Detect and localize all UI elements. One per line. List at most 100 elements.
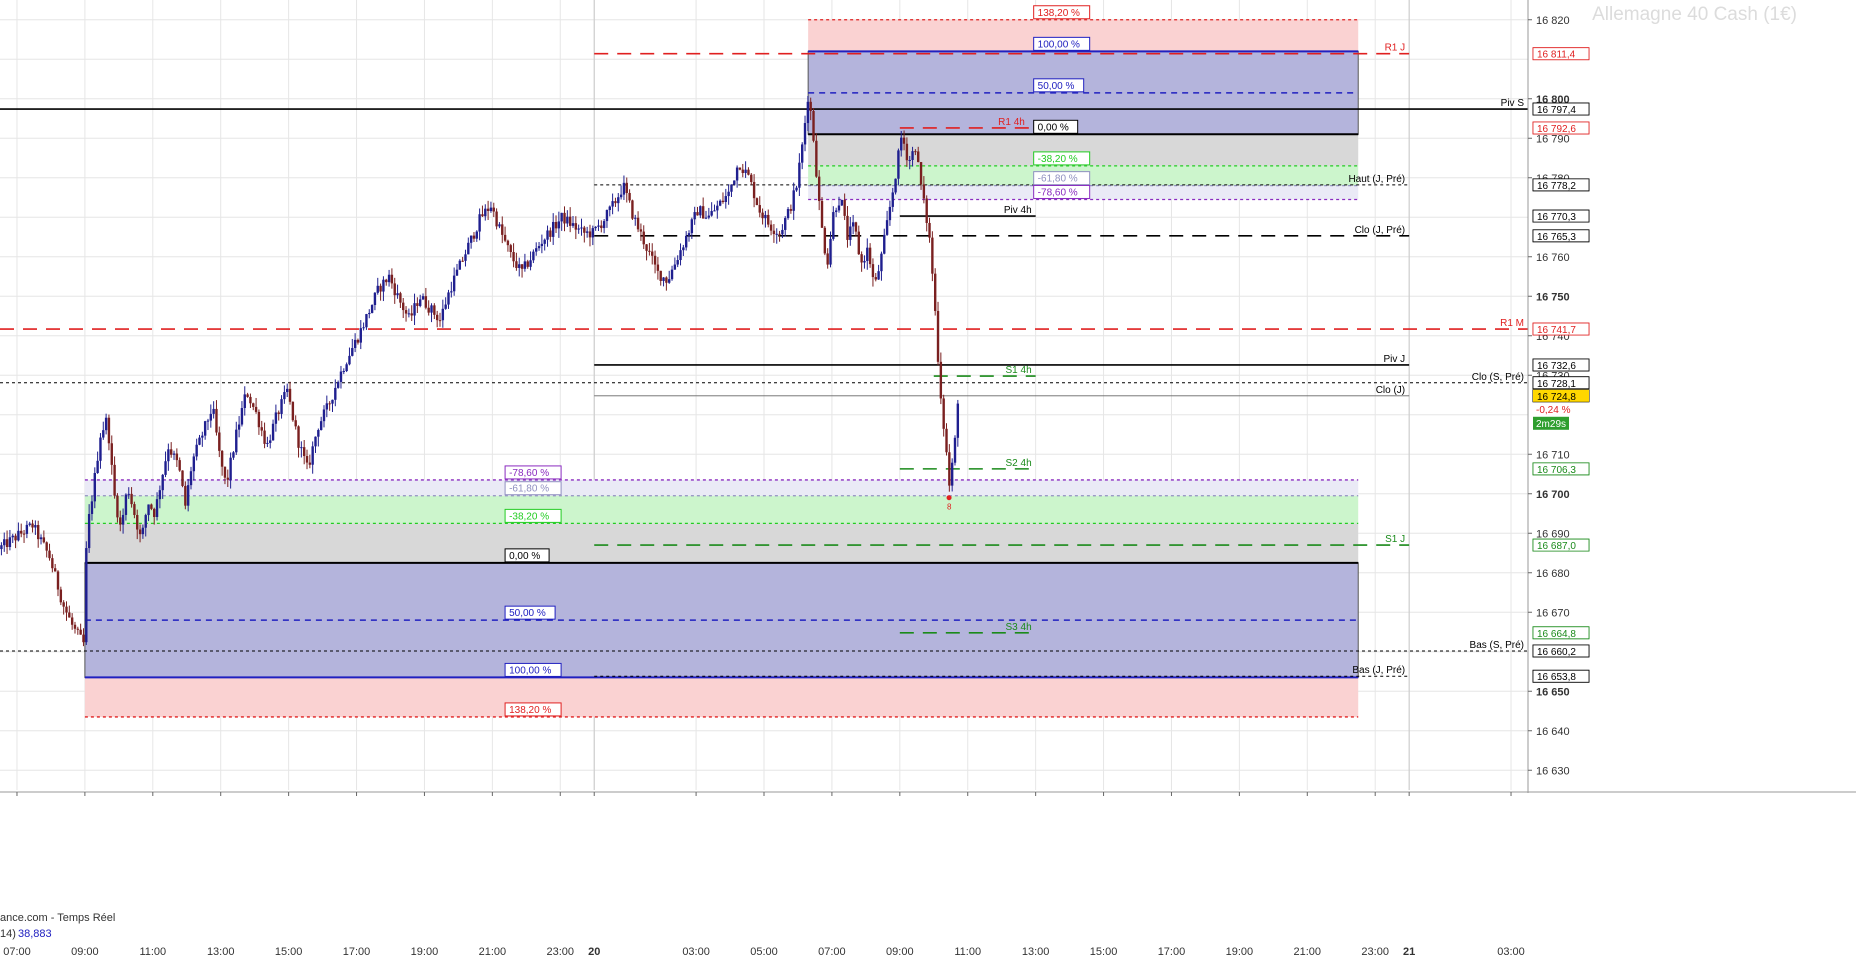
candle-body xyxy=(223,466,227,478)
candle-body xyxy=(877,271,880,280)
candle-body xyxy=(713,210,716,212)
x-tick-label: 21 xyxy=(1403,946,1415,958)
candle-body xyxy=(724,196,727,202)
candle-body xyxy=(696,212,699,216)
fib-lower-zone-618 xyxy=(84,495,1359,524)
price-change-label: -0,24 % xyxy=(1536,405,1571,416)
candle-body xyxy=(25,524,29,534)
axis-price-tag-box xyxy=(1532,209,1590,223)
candle-body xyxy=(687,233,691,236)
candle-body xyxy=(133,504,136,515)
candle-body xyxy=(65,606,68,613)
candle-body xyxy=(665,277,668,283)
candle-body xyxy=(772,230,776,235)
x-tick-label: 09:00 xyxy=(71,946,99,958)
candle-body xyxy=(597,225,600,227)
candle-body xyxy=(141,527,145,535)
candle-body xyxy=(99,437,102,461)
y-tick-label: 16 710 xyxy=(1536,449,1570,461)
candle-body xyxy=(368,312,371,315)
candle-body xyxy=(42,537,46,543)
candle-body xyxy=(302,447,306,457)
fib-lower-label-box xyxy=(504,465,562,480)
candle-body xyxy=(710,211,713,216)
candle-body xyxy=(945,428,948,453)
candle-body xyxy=(518,264,521,268)
candle-body xyxy=(56,571,60,590)
y-tick-label: 16 690 xyxy=(1536,528,1570,540)
candle-body xyxy=(628,192,631,201)
candle-body xyxy=(744,169,747,174)
axis-price-tag: 16 664,8 xyxy=(1537,629,1576,640)
candle-body xyxy=(619,194,623,198)
candle-body xyxy=(90,501,94,514)
candle-body xyxy=(840,199,844,206)
x-tick-label: 03:00 xyxy=(1497,946,1525,958)
fib-lower-label-box xyxy=(504,548,550,563)
candle-body xyxy=(8,537,12,548)
candles xyxy=(0,95,960,647)
candle-body xyxy=(815,140,818,177)
candle-body xyxy=(577,228,580,230)
candle-body xyxy=(611,201,614,207)
candle-body xyxy=(478,214,481,232)
candle-body xyxy=(857,231,860,255)
x-tick-label: 23:00 xyxy=(547,946,575,958)
x-tick-label: 13:00 xyxy=(207,946,235,958)
fib-lower-label: 50,00 % xyxy=(509,608,546,619)
candle-body xyxy=(919,162,923,185)
y-tick-label: 16 760 xyxy=(1536,252,1570,264)
candle-body xyxy=(328,403,331,405)
y-tick-label: 16 650 xyxy=(1536,686,1570,698)
candle-body xyxy=(359,328,362,343)
x-tick-label: 17:00 xyxy=(343,946,371,958)
candle-body xyxy=(829,238,832,265)
indicator-value: 38,883 xyxy=(18,928,52,940)
candle-body xyxy=(503,234,507,241)
x-tick-label: 21:00 xyxy=(479,946,507,958)
candle-body xyxy=(535,248,538,252)
candle-body xyxy=(908,159,911,161)
price-change-box xyxy=(1533,402,1577,415)
candle-body xyxy=(430,305,433,313)
candle-body xyxy=(704,217,708,219)
candle-body xyxy=(834,210,838,213)
candle-body xyxy=(837,205,841,211)
candle-body xyxy=(467,242,470,255)
candle-body xyxy=(854,222,858,232)
x-tick-label: 19:00 xyxy=(1226,946,1254,958)
fib-upper-label-box xyxy=(1033,36,1091,51)
candle-body xyxy=(362,327,365,329)
candle-body xyxy=(767,214,770,225)
candle-body xyxy=(832,212,835,239)
candle-body xyxy=(351,348,354,356)
candle-body xyxy=(184,485,187,506)
candle-body xyxy=(801,144,804,163)
candle-body xyxy=(475,231,478,239)
candle-body xyxy=(353,339,357,349)
x-tick-label: 23:00 xyxy=(1361,946,1389,958)
candle-body xyxy=(953,437,957,463)
candle-timer: 2m29s xyxy=(1536,419,1566,430)
axis-price-tag-box xyxy=(1532,462,1590,476)
level-label: Clo (J, Pré) xyxy=(1355,225,1406,236)
candle-body xyxy=(206,420,210,422)
fib-upper-label: -38,20 % xyxy=(1038,154,1078,165)
candle-body xyxy=(730,184,733,192)
candle-body xyxy=(529,260,532,267)
level-label: Bas (J, Pré) xyxy=(1352,665,1405,676)
fib-lower-label-box xyxy=(504,508,562,523)
candle-body xyxy=(5,539,9,548)
candle-body xyxy=(345,364,348,372)
candle-body xyxy=(784,218,787,230)
candle-body xyxy=(209,413,213,421)
candle-body xyxy=(232,452,235,458)
candle-body xyxy=(885,220,889,235)
candle-body xyxy=(922,184,926,199)
candle-body xyxy=(147,504,150,516)
fib-upper-label: 138,20 % xyxy=(1038,8,1080,19)
candle-body xyxy=(3,539,6,546)
fib-zones xyxy=(84,19,1359,717)
level-label: R1 M xyxy=(1500,318,1524,329)
